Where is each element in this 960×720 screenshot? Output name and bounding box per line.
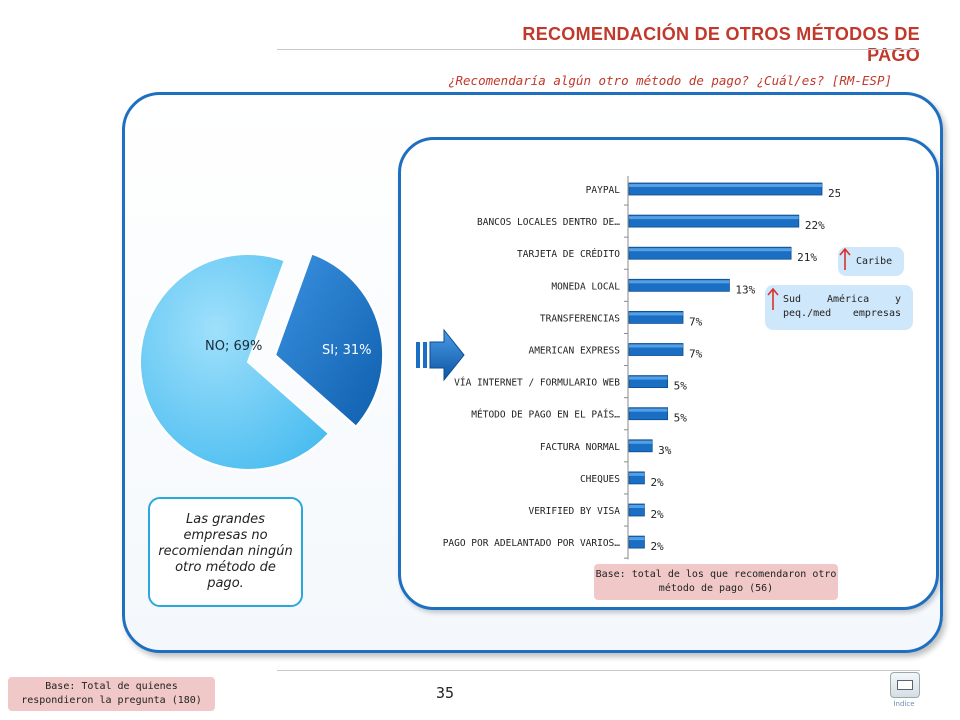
value-label: 21% — [797, 251, 817, 264]
value-label: 5% — [674, 380, 688, 393]
up-arrow-icon — [767, 287, 779, 310]
bar-chart: PAYPAL 25% BANCOS LOCALES DENTRO DE… 22% TAR… — [443, 176, 840, 560]
bar-highlight — [629, 408, 668, 412]
large-companies-note: Las grandes empresas no recomiendan ning… — [148, 497, 303, 607]
callout-sud-america: Sud América y peq./med empresas — [765, 285, 913, 330]
flow-arrow-icon — [416, 328, 465, 382]
base-note-respondents: Base: Total de quienes respondieron la p… — [8, 677, 215, 711]
category-label: FACTURA NORMAL — [540, 442, 620, 453]
bar-highlight — [629, 344, 683, 348]
category-label: MONEDA LOCAL — [551, 281, 620, 292]
bar-highlight — [629, 472, 645, 476]
pie-label-si: SI; 31% — [322, 343, 372, 358]
bar-highlight — [629, 248, 792, 252]
callout-sud-text: Sud América y peq./med empresas — [783, 294, 901, 319]
value-label: 7% — [689, 315, 703, 328]
bar-highlight — [629, 312, 683, 316]
callout-caribe-text: Caribe — [856, 256, 893, 267]
question-subtitle: ¿Recomendaría algún otro método de pago?… — [447, 73, 892, 88]
value-label: 3% — [658, 444, 672, 457]
category-label: MÉTODO DE PAGO EN EL PAÍS… — [471, 409, 620, 421]
bar-highlight — [629, 440, 653, 444]
category-label: BANCOS LOCALES DENTRO DE… — [477, 217, 620, 228]
pie-label-no: NO; 69% — [205, 339, 262, 354]
pie-chart: NO; 69% SI; 31% — [139, 252, 385, 471]
value-label: 2% — [650, 476, 664, 489]
value-label: 22% — [805, 219, 825, 232]
value-label: 7% — [689, 348, 703, 361]
index-icon[interactable] — [890, 672, 920, 698]
category-label: TRANSFERENCIAS — [540, 313, 620, 324]
bar-highlight — [629, 537, 645, 541]
up-arrow-icon — [839, 247, 851, 270]
bar-highlight — [629, 376, 668, 380]
bar-highlight — [629, 216, 799, 220]
title-divider — [277, 49, 920, 50]
category-label: AMERICAN EXPRESS — [528, 346, 620, 357]
category-label: CHEQUES — [580, 474, 620, 485]
bar-highlight — [629, 184, 822, 187]
bar-highlight — [629, 505, 645, 508]
index-link[interactable]: Índice — [893, 700, 915, 708]
footer-divider — [277, 670, 920, 671]
category-label: VÍA INTERNET / FORMULARIO WEB — [454, 377, 620, 389]
page-title: RECOMENDACIÓN DE OTROS MÉTODOS DE PAGO — [522, 24, 920, 65]
value-label: 25% — [828, 187, 840, 200]
page-number: 35 — [435, 684, 455, 702]
value-label: 2% — [650, 540, 664, 553]
value-label: 5% — [674, 412, 688, 425]
category-label: TARJETA DE CRÉDITO — [517, 248, 620, 260]
pie-slice-si — [273, 252, 385, 429]
category-label: PAYPAL — [586, 185, 621, 196]
value-label: 13% — [735, 283, 755, 296]
pie-slice-no — [139, 253, 331, 471]
bar-highlight — [629, 280, 730, 284]
value-label: 2% — [650, 508, 664, 521]
category-label: VERIFIED BY VISA — [528, 506, 620, 517]
category-label: PAGO POR ADELANTADO POR VARIOS… — [443, 538, 621, 549]
base-note-recommenders: Base: total de los que recomendaron otro… — [594, 564, 838, 600]
callout-caribe: Caribe — [838, 247, 904, 276]
